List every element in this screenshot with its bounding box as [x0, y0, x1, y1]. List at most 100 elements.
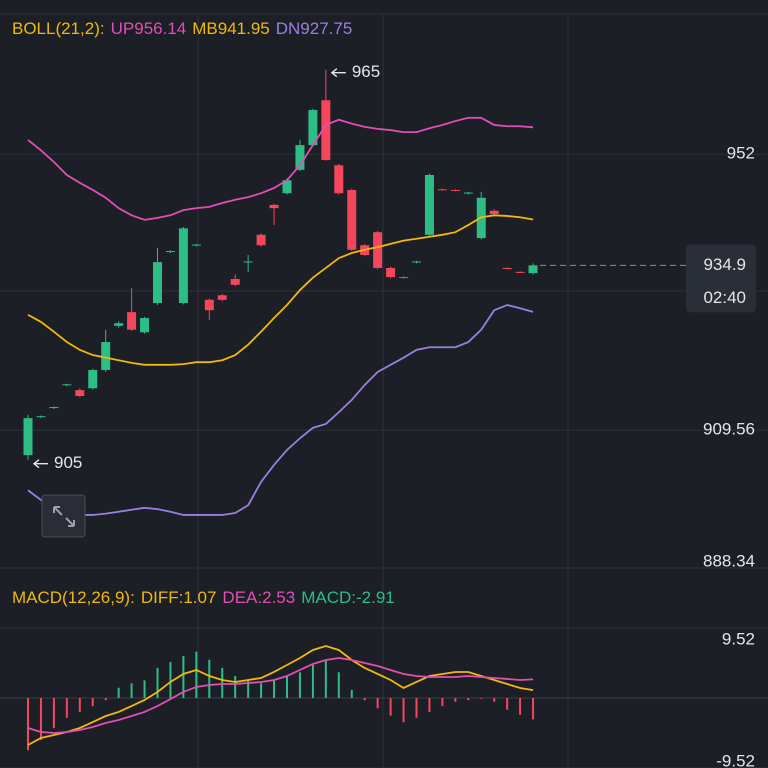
histogram-bar [311, 664, 314, 698]
candle-body [178, 228, 188, 304]
y-tick-label: 888.34 [703, 551, 755, 570]
legend-value: 2.53 [262, 588, 295, 607]
histogram-bar [480, 698, 483, 699]
candle-body [489, 210, 499, 215]
candle-body [153, 262, 162, 304]
indicator-line [27, 657, 534, 734]
histogram-bar [428, 698, 431, 712]
candle-body [282, 180, 292, 194]
histogram-bar [519, 698, 522, 715]
countdown: 02:40 [703, 288, 746, 307]
histogram-bar [506, 698, 509, 710]
y-tick-label: 909.56 [703, 420, 755, 439]
candle-body [204, 299, 214, 311]
histogram-bar [65, 698, 68, 718]
indicator-line [27, 645, 534, 746]
histogram-bar [350, 689, 353, 698]
expand-button-frame[interactable] [41, 494, 86, 538]
candle-body [191, 244, 201, 246]
histogram-bar [337, 672, 340, 698]
legend-value: 927.75 [300, 19, 352, 38]
indicator-header: MACD(12,26,9): DIFF:1.07 DEA:2.53 MACD:-2.9… [12, 588, 395, 607]
extreme-label: 965 [352, 62, 380, 81]
candle-body [256, 234, 266, 246]
indicator-line [27, 116, 534, 221]
candle-body [140, 318, 150, 333]
histogram-bar [91, 698, 94, 707]
candle-body [450, 189, 460, 191]
legend-value: 956.14 [134, 19, 186, 38]
candle-body [243, 261, 253, 263]
candle-body [437, 189, 447, 191]
histogram-bar [247, 680, 250, 698]
candle-body [463, 192, 473, 194]
histogram-bar [376, 698, 379, 709]
candle-body [386, 267, 396, 278]
expand-icon[interactable] [53, 506, 75, 527]
candle-body [230, 279, 240, 285]
histogram-bar [467, 698, 470, 701]
histogram-bar [182, 656, 185, 698]
histogram-bar [260, 683, 263, 698]
candle-body [23, 418, 33, 456]
candle-body [88, 370, 98, 389]
candle-body [127, 312, 137, 330]
legend-value: -2.91 [356, 588, 395, 607]
histogram-bar [52, 698, 55, 729]
histogram-bar [130, 683, 133, 698]
histogram-bar [273, 680, 276, 698]
candle-body [334, 165, 344, 194]
legend-name: MACD: [301, 588, 356, 607]
histogram-bar [78, 698, 81, 712]
histogram-bar [389, 698, 392, 716]
candle-body [36, 416, 46, 418]
candle-body [217, 295, 227, 300]
histogram-bar [286, 675, 288, 698]
candle-body [308, 110, 318, 146]
histogram-bar [234, 675, 237, 698]
histogram-bar [104, 698, 107, 701]
extreme-label: 905 [54, 453, 82, 472]
candle-body [399, 277, 409, 279]
y-tick-label: -9.52 [716, 751, 755, 768]
candle-body [347, 189, 357, 250]
candle-body [515, 271, 525, 273]
histogram-bar [532, 698, 535, 720]
y-tick-label: 952 [727, 144, 755, 163]
histogram-bar [208, 659, 211, 698]
candle-body [412, 261, 421, 263]
histogram-bar [169, 661, 172, 698]
histogram-bar [221, 667, 224, 698]
candle-body [373, 232, 383, 268]
histogram-bar [156, 667, 159, 698]
annotation-arrow [32, 459, 48, 469]
histogram-bar [39, 698, 42, 740]
histogram-bar [195, 651, 198, 698]
legend-value: 941.95 [218, 19, 270, 38]
candle-body [49, 407, 59, 409]
candle-body [269, 204, 279, 209]
expand-button[interactable] [41, 494, 86, 538]
y-tick-label: 9.52 [722, 629, 755, 648]
candle-body [75, 390, 85, 397]
histogram-bar [441, 698, 444, 707]
histogram-bar [324, 659, 327, 698]
candle-body [101, 342, 111, 371]
indicator-title: BOLL(21,2): [12, 19, 105, 38]
price-box [686, 244, 756, 313]
candle-body [502, 267, 512, 269]
candle-body [114, 323, 124, 326]
candle-body [528, 265, 538, 274]
candle-body [295, 145, 305, 170]
indicator-title: MACD(12,26,9): [12, 588, 135, 607]
legend-name: DEA: [222, 588, 262, 607]
histogram-bar [493, 698, 496, 702]
annotation-arrow [330, 68, 346, 78]
legend-name: MB [192, 19, 218, 38]
current-price: 934.9 [703, 255, 746, 274]
legend-value: 1.07 [183, 588, 216, 607]
candle-body [62, 384, 72, 386]
